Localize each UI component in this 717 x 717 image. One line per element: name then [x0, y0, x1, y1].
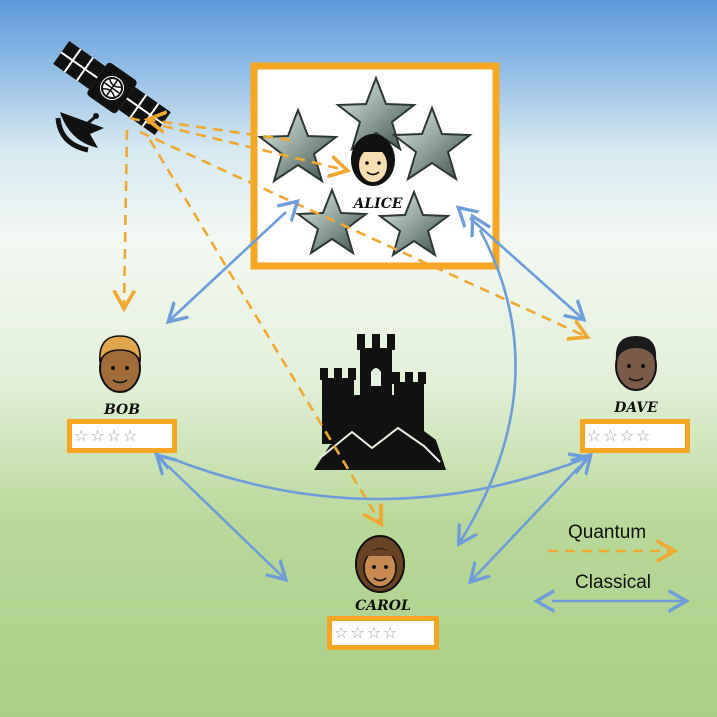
dave-stars: ☆ ☆ ☆ ☆	[585, 424, 685, 448]
classical-link-alice-bob	[170, 212, 286, 320]
carol-stars-box: ☆ ☆ ☆ ☆	[327, 616, 439, 650]
star-icon	[391, 105, 473, 182]
star-icon: ☆	[366, 623, 382, 642]
dave-name-label: DAVE	[614, 400, 658, 416]
quantum-link-satellite-dave	[139, 130, 585, 336]
star-icon: ☆	[383, 623, 398, 642]
classical-link-bob-carol	[168, 466, 284, 578]
bob-face-icon	[99, 335, 141, 393]
star-icon: ☆	[90, 426, 105, 445]
bob-stars: ☆ ☆ ☆ ☆	[72, 424, 172, 448]
alice-face-icon	[351, 134, 395, 186]
classical-link-dave-carol	[472, 466, 580, 580]
legend-classical-label: Classical	[575, 572, 652, 593]
star-icon: ☆	[123, 426, 138, 445]
star-icon: ☆	[106, 426, 122, 445]
dave-stars-box: ☆ ☆ ☆ ☆	[580, 419, 690, 453]
bob-stars-box: ☆ ☆ ☆ ☆	[67, 419, 177, 453]
star-icon: ☆	[619, 426, 635, 445]
star-icon: ☆	[587, 426, 602, 445]
star-icon: ☆	[74, 426, 89, 445]
star-icon	[335, 75, 417, 152]
dave-face-icon	[615, 336, 657, 391]
classical-links	[168, 212, 586, 580]
satellite-icon	[53, 40, 171, 153]
quantum-link-alice-satellite	[150, 120, 291, 142]
carol-stars: ☆ ☆ ☆ ☆	[332, 621, 434, 645]
legend-quantum-label: Quantum	[568, 522, 647, 543]
star-icon: ☆	[350, 623, 365, 642]
castle-icon	[314, 334, 446, 470]
star-icon	[377, 189, 451, 258]
star-icon: ☆	[334, 623, 349, 642]
star-icon: ☆	[603, 426, 618, 445]
quantum-link-satellite-bob	[124, 129, 127, 306]
carol-name-label: CAROL	[355, 598, 411, 614]
bob-name-label: BOB	[103, 402, 141, 418]
star-icon: ☆	[636, 426, 651, 445]
carol-face-icon	[355, 535, 405, 593]
star-icon	[295, 187, 369, 256]
alice-stars	[257, 75, 473, 258]
classical-link-alice-carol	[460, 230, 517, 542]
alice-name-label: ALICE	[353, 196, 403, 212]
